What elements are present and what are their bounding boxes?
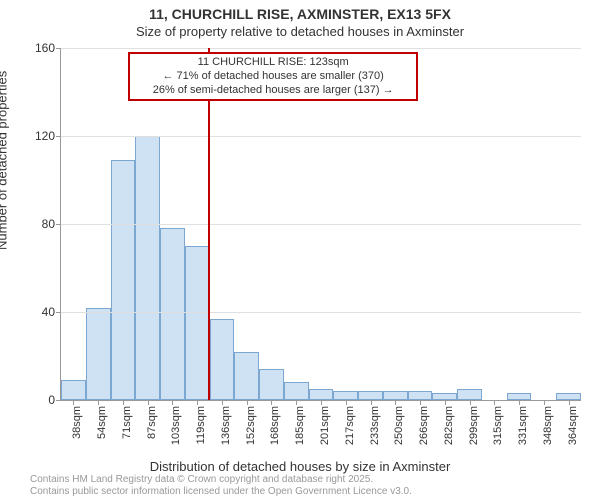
histogram-bar [333, 391, 358, 400]
x-tick-label: 71sqm [121, 406, 133, 439]
attribution-line2: Contains public sector information licen… [30, 486, 412, 498]
x-tick-mark [519, 400, 520, 405]
annotation-box: 11 CHURCHILL RISE: 123sqm← 71% of detach… [128, 52, 418, 101]
chart-title-line1: 11, CHURCHILL RISE, AXMINSTER, EX13 5FX [0, 6, 600, 22]
y-tick-label: 40 [42, 305, 55, 319]
y-axis-label: Number of detached properties [0, 71, 10, 250]
chart-title-line2: Size of property relative to detached ho… [0, 24, 600, 39]
y-tick-mark [56, 400, 61, 401]
x-tick-label: 282sqm [443, 406, 455, 445]
annotation-line: ← 71% of detached houses are smaller (37… [136, 70, 410, 84]
histogram-bar [383, 391, 408, 400]
x-tick-mark [371, 400, 372, 405]
x-tick-label: 250sqm [393, 406, 405, 445]
x-tick-mark [445, 400, 446, 405]
x-tick-mark [420, 400, 421, 405]
y-tick-mark [56, 312, 61, 313]
x-tick-mark [222, 400, 223, 405]
x-tick-mark [247, 400, 248, 405]
histogram-bar [185, 246, 210, 400]
histogram-bar [61, 380, 86, 400]
histogram-bar [234, 352, 259, 400]
histogram-bar [86, 308, 111, 400]
x-tick-mark [494, 400, 495, 405]
x-tick-label: 364sqm [567, 406, 579, 445]
x-tick-label: 201sqm [319, 406, 331, 445]
grid-line [61, 224, 581, 225]
y-tick-label: 160 [35, 41, 55, 55]
y-tick-mark [56, 48, 61, 49]
x-tick-label: 87sqm [146, 406, 158, 439]
x-tick-mark [544, 400, 545, 405]
x-tick-mark [346, 400, 347, 405]
plot-area: 0408012016038sqm54sqm71sqm87sqm103sqm119… [60, 48, 581, 401]
y-tick-label: 120 [35, 129, 55, 143]
x-tick-mark [172, 400, 173, 405]
grid-line [61, 312, 581, 313]
annotation-line: 26% of semi-detached houses are larger (… [136, 84, 410, 98]
grid-line [61, 48, 581, 49]
x-tick-mark [73, 400, 74, 405]
x-tick-mark [296, 400, 297, 405]
histogram-bar [210, 319, 235, 400]
histogram-bar [259, 369, 284, 400]
x-tick-label: 185sqm [294, 406, 306, 445]
x-tick-mark [271, 400, 272, 405]
x-tick-mark [197, 400, 198, 405]
histogram-bar [556, 393, 581, 400]
x-tick-mark [123, 400, 124, 405]
y-tick-mark [56, 224, 61, 225]
x-tick-label: 315sqm [492, 406, 504, 445]
attribution-text: Contains HM Land Registry data © Crown c… [30, 474, 412, 498]
x-tick-label: 331sqm [517, 406, 529, 445]
y-tick-label: 80 [42, 217, 55, 231]
x-tick-mark [470, 400, 471, 405]
x-tick-label: 54sqm [96, 406, 108, 439]
histogram-bar [432, 393, 457, 400]
x-tick-label: 299sqm [468, 406, 480, 445]
x-axis-label: Distribution of detached houses by size … [0, 459, 600, 474]
x-tick-label: 348sqm [542, 406, 554, 445]
histogram-bar [358, 391, 383, 400]
x-tick-label: 38sqm [71, 406, 83, 439]
x-tick-label: 217sqm [344, 406, 356, 445]
x-tick-label: 152sqm [245, 406, 257, 445]
x-tick-mark [569, 400, 570, 405]
y-tick-label: 0 [48, 393, 55, 407]
histogram-bar [284, 382, 309, 400]
attribution-line1: Contains HM Land Registry data © Crown c… [30, 474, 412, 486]
histogram-bar [507, 393, 532, 400]
histogram-bar [457, 389, 482, 400]
x-tick-mark [98, 400, 99, 405]
x-tick-mark [148, 400, 149, 405]
y-tick-mark [56, 136, 61, 137]
x-tick-label: 119sqm [195, 406, 207, 444]
annotation-line: 11 CHURCHILL RISE: 123sqm [136, 56, 410, 70]
histogram-bar [160, 228, 185, 400]
grid-line [61, 136, 581, 137]
chart-container: 11, CHURCHILL RISE, AXMINSTER, EX13 5FX … [0, 0, 600, 500]
x-tick-label: 266sqm [418, 406, 430, 445]
x-tick-mark [395, 400, 396, 405]
x-tick-label: 233sqm [369, 406, 381, 445]
x-tick-label: 136sqm [220, 406, 232, 445]
x-tick-mark [321, 400, 322, 405]
histogram-bar [408, 391, 433, 400]
histogram-bar [135, 136, 160, 400]
histogram-bar [111, 160, 136, 400]
x-tick-label: 168sqm [269, 406, 281, 445]
x-tick-label: 103sqm [170, 406, 182, 445]
histogram-bar [309, 389, 334, 400]
